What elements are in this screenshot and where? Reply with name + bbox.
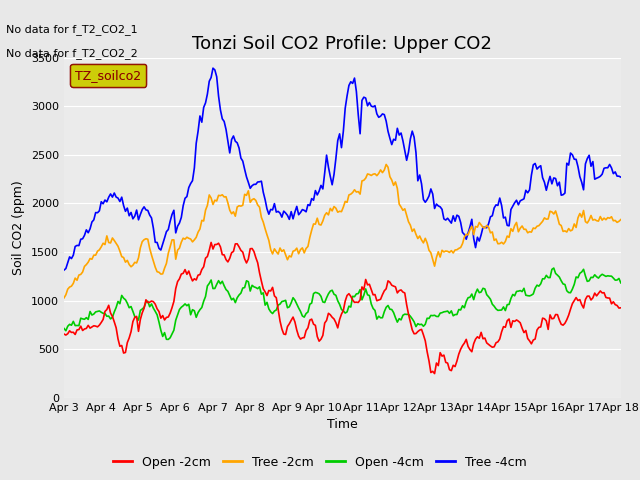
Open -4cm	[617, 280, 625, 286]
Open -2cm	[62, 332, 70, 338]
Legend: TZ_soilco2: TZ_soilco2	[70, 64, 147, 87]
Open -4cm	[568, 286, 576, 292]
Tree -4cm	[209, 65, 217, 71]
Line: Tree -2cm: Tree -2cm	[64, 165, 621, 298]
Open -4cm	[550, 265, 557, 271]
Tree -2cm	[382, 162, 390, 168]
Tree -2cm	[62, 292, 70, 298]
Line: Open -2cm: Open -2cm	[64, 242, 621, 373]
Open -2cm	[568, 301, 576, 307]
Tree -2cm	[617, 216, 625, 222]
Tree -4cm	[60, 267, 68, 273]
Open -2cm	[431, 371, 438, 376]
Open -2cm	[617, 305, 625, 311]
Tree -2cm	[566, 228, 574, 234]
Tree -2cm	[403, 212, 410, 218]
Open -2cm	[392, 284, 399, 290]
Open -4cm	[531, 286, 539, 291]
Tree -2cm	[531, 226, 539, 231]
Open -4cm	[392, 315, 399, 321]
Text: No data for f_T2_CO2_1: No data for f_T2_CO2_1	[6, 24, 138, 35]
X-axis label: Time: Time	[327, 419, 358, 432]
Tree -4cm	[394, 125, 401, 131]
Text: No data for f_T2_CO2_2: No data for f_T2_CO2_2	[6, 48, 138, 59]
Tree -2cm	[392, 179, 399, 185]
Title: Tonzi Soil CO2 Profile: Upper CO2: Tonzi Soil CO2 Profile: Upper CO2	[193, 35, 492, 53]
Open -4cm	[62, 328, 70, 334]
Tree -4cm	[566, 150, 574, 156]
Tree -4cm	[62, 265, 70, 271]
Tree -4cm	[392, 137, 399, 143]
Open -2cm	[533, 327, 541, 333]
Line: Tree -4cm: Tree -4cm	[64, 68, 621, 270]
Tree -4cm	[531, 161, 539, 167]
Open -2cm	[394, 290, 401, 296]
Open -2cm	[403, 302, 410, 308]
Legend: Open -2cm, Tree -2cm, Open -4cm, Tree -4cm: Open -2cm, Tree -2cm, Open -4cm, Tree -4…	[108, 451, 532, 474]
Open -4cm	[60, 325, 68, 331]
Line: Open -4cm: Open -4cm	[64, 268, 621, 339]
Tree -4cm	[617, 174, 625, 180]
Open -4cm	[164, 336, 172, 342]
Open -4cm	[394, 319, 401, 325]
Open -4cm	[403, 312, 410, 317]
Open -2cm	[207, 240, 215, 245]
Tree -4cm	[403, 157, 410, 163]
Open -2cm	[60, 331, 68, 337]
Tree -2cm	[394, 186, 401, 192]
Tree -2cm	[60, 295, 68, 301]
Y-axis label: Soil CO2 (ppm): Soil CO2 (ppm)	[12, 180, 26, 275]
